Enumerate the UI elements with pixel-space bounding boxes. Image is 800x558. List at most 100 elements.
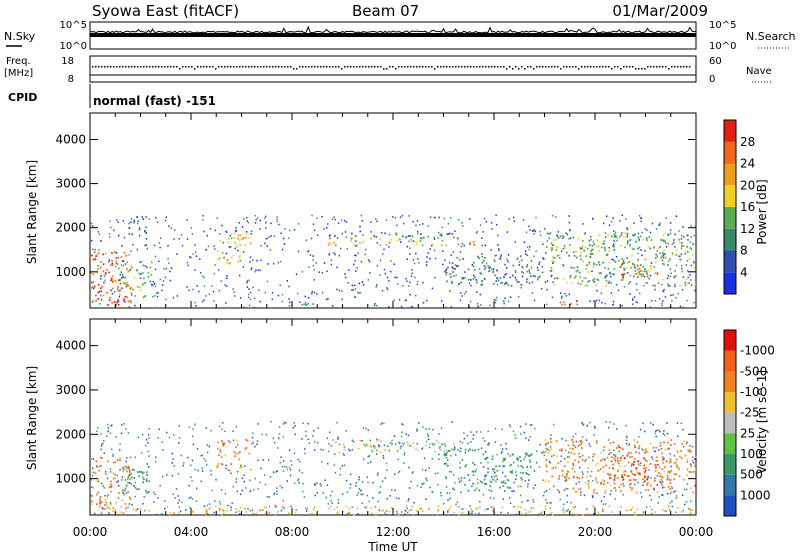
data-cell	[201, 454, 203, 457]
data-cell	[593, 277, 596, 280]
data-cell	[616, 457, 619, 460]
data-cell	[327, 450, 330, 453]
data-cell	[526, 246, 529, 249]
colorbar-tick-label: 16	[740, 200, 755, 214]
data-cell	[643, 270, 646, 273]
data-cell	[640, 273, 642, 276]
data-cell	[469, 505, 471, 507]
data-cell	[438, 453, 440, 456]
data-cell	[654, 432, 657, 435]
data-cell	[312, 255, 314, 257]
data-cell	[206, 504, 209, 507]
data-cell	[630, 482, 632, 485]
data-cell	[162, 475, 164, 478]
data-cell	[578, 455, 581, 458]
freq-dot	[200, 66, 202, 68]
data-cell	[529, 436, 531, 438]
noise-search-dot	[602, 35, 604, 36]
data-cell	[301, 438, 303, 440]
data-cell	[557, 231, 560, 233]
noise-search-dot	[306, 35, 308, 36]
data-cell	[216, 464, 219, 467]
data-cell	[196, 285, 198, 287]
data-cell	[337, 502, 340, 504]
data-cell	[576, 476, 578, 479]
data-cell	[408, 498, 410, 500]
data-cell	[515, 474, 518, 477]
data-cell	[646, 477, 649, 479]
data-cell	[621, 263, 623, 266]
data-cell	[596, 441, 598, 444]
data-cell	[667, 492, 669, 495]
data-cell	[97, 491, 100, 494]
data-cell	[619, 245, 622, 247]
data-cell	[492, 506, 495, 508]
data-cell	[401, 511, 403, 513]
data-cell	[379, 274, 381, 276]
data-cell	[173, 512, 175, 515]
data-cell	[613, 457, 616, 460]
data-cell	[441, 443, 443, 446]
data-cell	[427, 438, 430, 440]
colorbar-segment	[724, 330, 736, 351]
data-cell	[594, 427, 596, 429]
data-cell	[345, 505, 348, 508]
data-cell	[216, 466, 218, 468]
freq-dot	[407, 66, 409, 68]
data-cell	[520, 286, 522, 289]
data-cell	[378, 445, 380, 448]
noise-search-dot	[342, 35, 344, 36]
data-cell	[415, 447, 417, 450]
data-cell	[238, 510, 240, 512]
data-cell	[333, 252, 335, 254]
freq-dot	[494, 66, 496, 68]
data-cell	[191, 498, 194, 500]
noise-search-dot	[254, 35, 256, 36]
data-cell	[545, 464, 548, 467]
data-cell	[687, 251, 689, 253]
data-cell	[98, 233, 101, 235]
date-label: 01/Mar/2009	[612, 2, 708, 20]
data-cell	[509, 471, 512, 473]
data-cell	[93, 285, 96, 288]
data-cell	[331, 502, 333, 504]
nave-tick-top: 60	[709, 56, 722, 67]
data-cell	[445, 476, 447, 478]
freq-dot	[305, 66, 307, 68]
freq-dot	[686, 66, 688, 68]
data-cell	[101, 507, 103, 509]
data-cell	[581, 422, 583, 424]
data-cell	[459, 440, 461, 443]
data-cell	[651, 508, 653, 511]
data-cell	[680, 267, 683, 270]
data-cell	[470, 284, 472, 287]
data-cell	[552, 423, 555, 426]
freq-dot	[503, 66, 505, 68]
data-cell	[605, 275, 608, 278]
data-cell	[108, 271, 110, 274]
data-cell	[341, 493, 344, 495]
data-cell	[660, 482, 663, 485]
noise-search-dot	[682, 35, 684, 36]
data-cell	[407, 443, 409, 446]
noise-search-dot	[318, 35, 320, 36]
freq-dot	[341, 68, 343, 70]
data-cell	[136, 248, 138, 251]
noise-search-trace	[90, 35, 688, 36]
data-cell	[238, 458, 241, 461]
data-cell	[669, 232, 672, 235]
data-cell	[669, 502, 671, 504]
data-cell	[98, 505, 101, 508]
data-cell	[454, 230, 456, 233]
data-cell	[638, 238, 640, 240]
freq-dot	[575, 66, 577, 68]
data-cell	[627, 272, 629, 274]
data-cell	[621, 474, 623, 476]
data-cell	[660, 473, 662, 475]
data-cell	[432, 428, 434, 431]
data-cell	[111, 259, 113, 262]
data-cell	[129, 478, 132, 480]
data-cell	[426, 479, 428, 482]
freq-dot	[533, 68, 535, 70]
data-cell	[340, 247, 342, 250]
